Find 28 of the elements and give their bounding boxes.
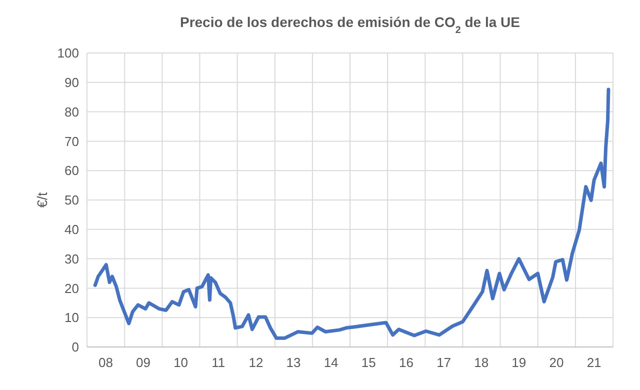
x-tick-label: 16 [399,355,414,370]
y-tick-label: 50 [64,192,79,208]
y-tick-label: 60 [64,163,79,178]
y-tick-label: 30 [64,251,79,266]
x-tick-label: 21 [586,355,602,370]
y-tick-label: 100 [57,46,79,61]
x-tick-label: 17 [436,355,452,370]
y-tick-label: 90 [64,74,79,90]
y-tick-label: 70 [64,134,79,149]
x-tick-label: 08 [98,355,113,370]
x-tick-label: 12 [248,355,264,370]
y-tick-label: 0 [72,340,79,355]
x-tick-label: 18 [474,355,489,370]
x-tick-label: 10 [174,355,188,370]
y-axis-title: €/t [34,192,50,208]
x-tick-label: 09 [136,355,150,370]
x-tick-label: 14 [324,355,338,370]
x-tick-label: 19 [512,355,526,370]
line-series [93,88,610,340]
x-tick-label: 15 [361,355,376,370]
x-tick-label: 11 [212,355,226,370]
y-tick-label: 40 [64,222,79,237]
y-tick-label: 80 [64,104,79,120]
x-tick-label: 13 [286,355,301,370]
chart-title: Precio de los derechos de emisión de CO$_{2}$ de la UE [180,14,520,36]
y-tick-label: 20 [64,280,79,296]
x-tick-label: 20 [549,355,564,370]
y-tick-label: 10 [64,310,79,326]
